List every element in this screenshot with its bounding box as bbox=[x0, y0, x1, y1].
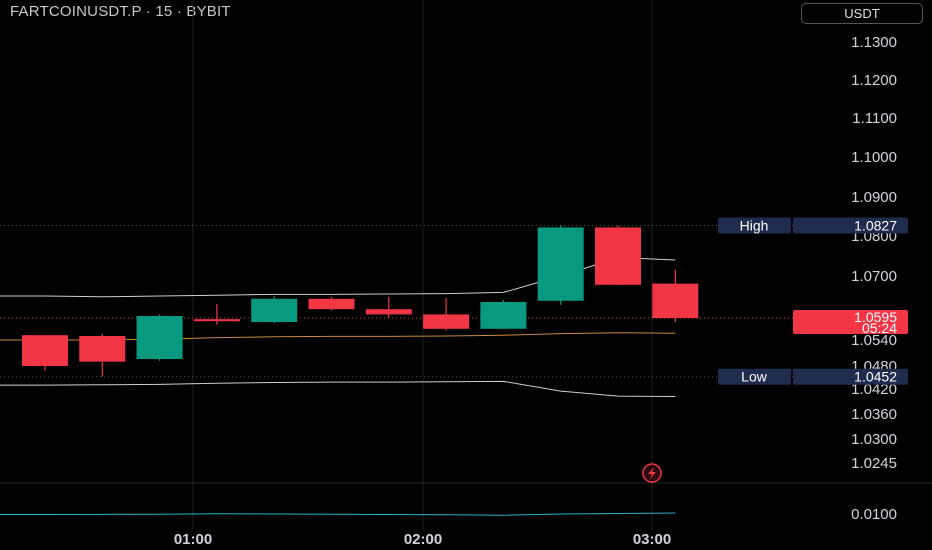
candle-body bbox=[308, 298, 355, 310]
candle bbox=[22, 335, 68, 371]
x-tick-label: 01:00 bbox=[174, 531, 212, 548]
price-axis[interactable]: 1.13001.12001.11001.10001.09001.08001.07… bbox=[851, 34, 897, 523]
y-tick-label: 1.1300 bbox=[851, 34, 897, 51]
y-tick-label: 1.0300 bbox=[851, 431, 897, 448]
current-price-bg bbox=[793, 310, 908, 334]
candle-body bbox=[423, 314, 470, 329]
candle-body bbox=[365, 309, 412, 315]
currency-button[interactable]: USDT bbox=[801, 3, 923, 24]
candle bbox=[423, 298, 470, 331]
symbol-title[interactable]: FARTCOINUSDT.P · 15 · BYBIT bbox=[10, 3, 231, 20]
y-tick-label: 1.0540 bbox=[851, 332, 897, 349]
candle bbox=[480, 300, 527, 329]
candles bbox=[22, 225, 699, 377]
candle-body bbox=[480, 302, 527, 329]
y-tick-label: 1.1000 bbox=[851, 149, 897, 166]
countdown-timer: 05:24 bbox=[862, 320, 897, 336]
y-tick-label: 1.0245 bbox=[851, 455, 897, 472]
candle bbox=[652, 269, 699, 322]
candle-body bbox=[652, 283, 699, 318]
candle bbox=[537, 225, 584, 305]
x-tick-label: 03:00 bbox=[633, 531, 671, 548]
x-tick-label: 02:00 bbox=[404, 531, 442, 548]
y-tick-label: 1.1200 bbox=[851, 72, 897, 89]
indicator-line bbox=[0, 512, 676, 516]
candle-body bbox=[136, 316, 183, 360]
indicator-axis-label: 0.0100 bbox=[851, 506, 897, 523]
candle bbox=[595, 225, 641, 285]
high-tag-value: 1.0827 bbox=[854, 217, 897, 233]
candle bbox=[251, 296, 298, 324]
lightning-icon-bolt bbox=[648, 467, 656, 479]
candle bbox=[136, 314, 183, 361]
current-price-value: 1.0595 bbox=[854, 309, 897, 325]
low-tag-value: 1.0452 bbox=[854, 369, 897, 385]
y-tick-label: 1.0700 bbox=[851, 268, 897, 285]
candle bbox=[193, 304, 240, 325]
candle-body bbox=[595, 227, 641, 285]
candle bbox=[308, 296, 355, 311]
y-tick-label: 1.0360 bbox=[851, 406, 897, 423]
y-tick-label: 1.0420 bbox=[851, 381, 897, 398]
low-tag-value-bg bbox=[793, 368, 908, 385]
lightning-icon[interactable] bbox=[642, 463, 662, 483]
candle bbox=[365, 296, 412, 318]
bollinger-lower-line bbox=[0, 380, 676, 397]
high-tag-label: High bbox=[740, 217, 769, 233]
candle-body bbox=[251, 298, 298, 322]
high-tag-value-bg bbox=[793, 217, 908, 234]
low-tag-label: Low bbox=[741, 369, 768, 385]
high-tag: High 1.0827 bbox=[718, 217, 908, 234]
candle-body bbox=[537, 227, 584, 301]
candle-body bbox=[79, 336, 126, 362]
candle-body bbox=[22, 335, 68, 366]
low-tag: Low 1.0452 bbox=[718, 368, 908, 385]
y-tick-label: 1.1100 bbox=[852, 110, 897, 127]
indicator-pane bbox=[0, 512, 676, 516]
high-tag-label-bg bbox=[718, 217, 791, 234]
chart-grid bbox=[0, 0, 932, 530]
low-tag-label-bg bbox=[718, 368, 791, 385]
candle-body bbox=[193, 319, 240, 322]
candle bbox=[79, 334, 126, 377]
time-axis[interactable]: 01:00 02:00 03:00 bbox=[174, 531, 671, 548]
y-tick-label: 1.0900 bbox=[851, 189, 897, 206]
